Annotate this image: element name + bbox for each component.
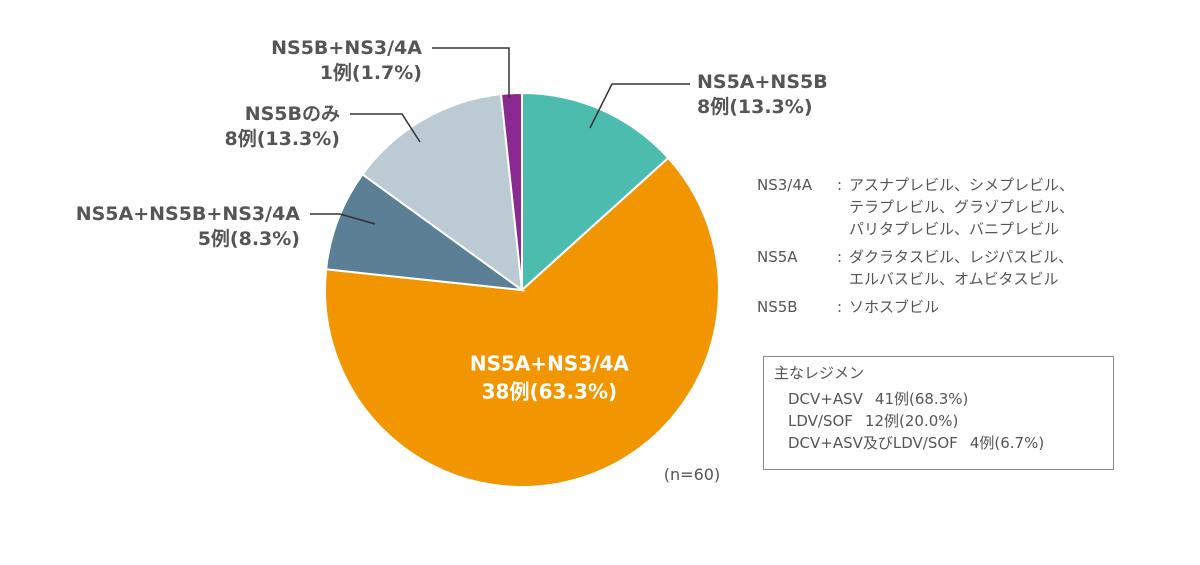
slice-label: NS5A+NS5B+NS3/4A	[76, 203, 301, 225]
legend-line: ソホスブビル	[849, 298, 940, 316]
regimen-box: 主なレジメン DCV+ASV 41例(68.3%) LDV/SOF 12例(20.0…	[763, 356, 1114, 470]
legend-group-ns5b: NS5B : ソホスブビル	[757, 296, 1157, 318]
regimen-name: LDV/SOF	[788, 412, 853, 430]
leader-lines	[310, 47, 690, 225]
slice-labels: NS5A+NS5B8例(13.3%)NS5A+NS3/4A38例(63.3%)N…	[76, 37, 828, 403]
pie-slice	[499, 91, 523, 291]
slice-label: NS5B+NS3/4A	[271, 37, 422, 59]
slice-value-label: 8例(13.3%)	[697, 95, 813, 118]
drug-class-legend: NS3/4A : アスナプレビル、シメプレビル、 テラプレビル、グラゾプレビル、…	[757, 174, 1157, 324]
slice-value-label: 8例(13.3%)	[224, 127, 340, 150]
slice-value-label: 1例(1.7%)	[320, 61, 422, 84]
pie-slice	[324, 172, 526, 292]
legend-group-ns34a: NS3/4A : アスナプレビル、シメプレビル、 テラプレビル、グラゾプレビル、…	[757, 174, 1157, 240]
slice-label: NS5A+NS5B	[697, 71, 828, 93]
legend-line: テラプレビル、グラゾプレビル、	[849, 198, 1075, 216]
sample-size-label: (n=60)	[664, 465, 720, 484]
leader-line	[589, 83, 690, 129]
slice-value-label: 38例(63.3%)	[482, 379, 618, 403]
leader-line	[432, 47, 510, 98]
regimen-row: LDV/SOF 12例(20.0%)	[774, 410, 1103, 432]
pie-slice	[324, 156, 720, 488]
leader-line	[350, 113, 421, 143]
pie-slice	[521, 91, 670, 293]
pie-slice	[361, 93, 524, 293]
legend-colon: :	[837, 248, 843, 266]
regimen-value: 41例(68.3%)	[874, 390, 969, 408]
regimen-name: DCV+ASV及びLDV/SOF	[788, 434, 958, 452]
legend-group-ns5a: NS5A : ダクラタスビル、レジパスビル、 エルバスビル、オムビタスビル	[757, 246, 1157, 290]
slice-value-label: 5例(8.3%)	[198, 227, 300, 250]
regimen-row: DCV+ASV及びLDV/SOF 4例(6.7%)	[774, 432, 1103, 454]
leader-line	[310, 213, 376, 225]
legend-colon: :	[837, 298, 843, 316]
legend-key: NS3/4A	[757, 176, 813, 194]
legend-line: エルバスビル、オムビタスビル	[849, 270, 1059, 288]
legend-key: NS5A	[757, 248, 798, 266]
legend-line: アスナプレビル、シメプレビル、	[849, 176, 1075, 194]
regimen-value: 4例(6.7%)	[969, 434, 1045, 452]
pie-slices	[324, 91, 720, 488]
regimen-name: DCV+ASV	[788, 390, 863, 408]
legend-line: パリタプレビル、バニプレビル	[849, 220, 1060, 238]
slice-label: NS5A+NS3/4A	[470, 351, 630, 375]
regimen-row: DCV+ASV 41例(68.3%)	[774, 388, 1103, 410]
regimen-value: 12例(20.0%)	[864, 412, 959, 430]
legend-colon: :	[837, 176, 843, 194]
legend-line: ダクラタスビル、レジパスビル、	[849, 248, 1074, 266]
slice-label: NS5Bのみ	[245, 103, 340, 125]
legend-key: NS5B	[757, 298, 798, 316]
regimen-title: 主なレジメン	[774, 364, 865, 382]
